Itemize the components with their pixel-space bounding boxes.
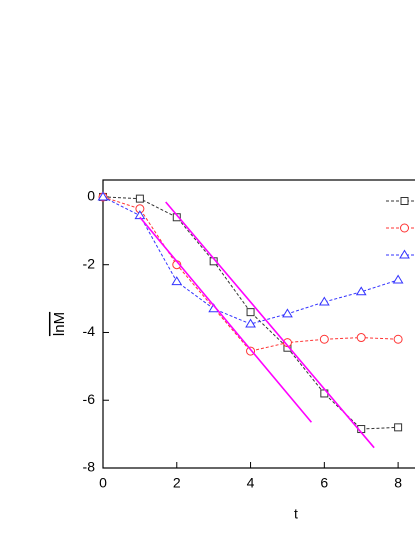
marker	[393, 334, 403, 344]
marker	[171, 276, 183, 286]
marker	[245, 318, 256, 328]
x-tick-label: 8	[394, 475, 402, 491]
marker	[392, 274, 404, 284]
plot-frame	[102, 179, 415, 469]
series-line	[139, 216, 313, 423]
y-axis-label: lnM	[51, 312, 68, 336]
marker	[394, 423, 403, 432]
series-line	[102, 196, 399, 352]
y-tick-label: -6	[83, 391, 96, 407]
marker	[134, 210, 146, 220]
y-tick-label: -4	[83, 323, 96, 339]
y-tick-label: 0	[87, 188, 95, 204]
series-line	[165, 201, 375, 449]
plot-area	[97, 179, 415, 469]
x-tick-label: 6	[320, 475, 328, 491]
marker	[319, 334, 329, 344]
series-line	[102, 196, 399, 325]
marker	[97, 191, 109, 201]
y-tick-label: -2	[83, 255, 96, 271]
legend-marker	[400, 223, 409, 233]
marker	[356, 333, 366, 343]
x-axis-label: t	[294, 506, 298, 522]
y-tick-label: -8	[83, 459, 96, 475]
marker	[172, 213, 181, 222]
legend-marker	[399, 249, 410, 259]
marker	[318, 296, 330, 306]
marker	[282, 308, 293, 318]
marker	[135, 194, 144, 203]
x-tick-label: 2	[173, 475, 181, 491]
marker	[355, 286, 367, 296]
legend	[386, 197, 415, 259]
marker	[246, 308, 255, 317]
x-tick-label: 0	[99, 475, 107, 491]
legend-marker	[400, 197, 409, 205]
x-tick-label: 4	[247, 475, 255, 491]
